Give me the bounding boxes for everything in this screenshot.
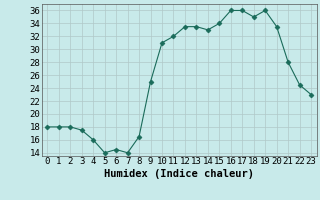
X-axis label: Humidex (Indice chaleur): Humidex (Indice chaleur) xyxy=(104,169,254,179)
